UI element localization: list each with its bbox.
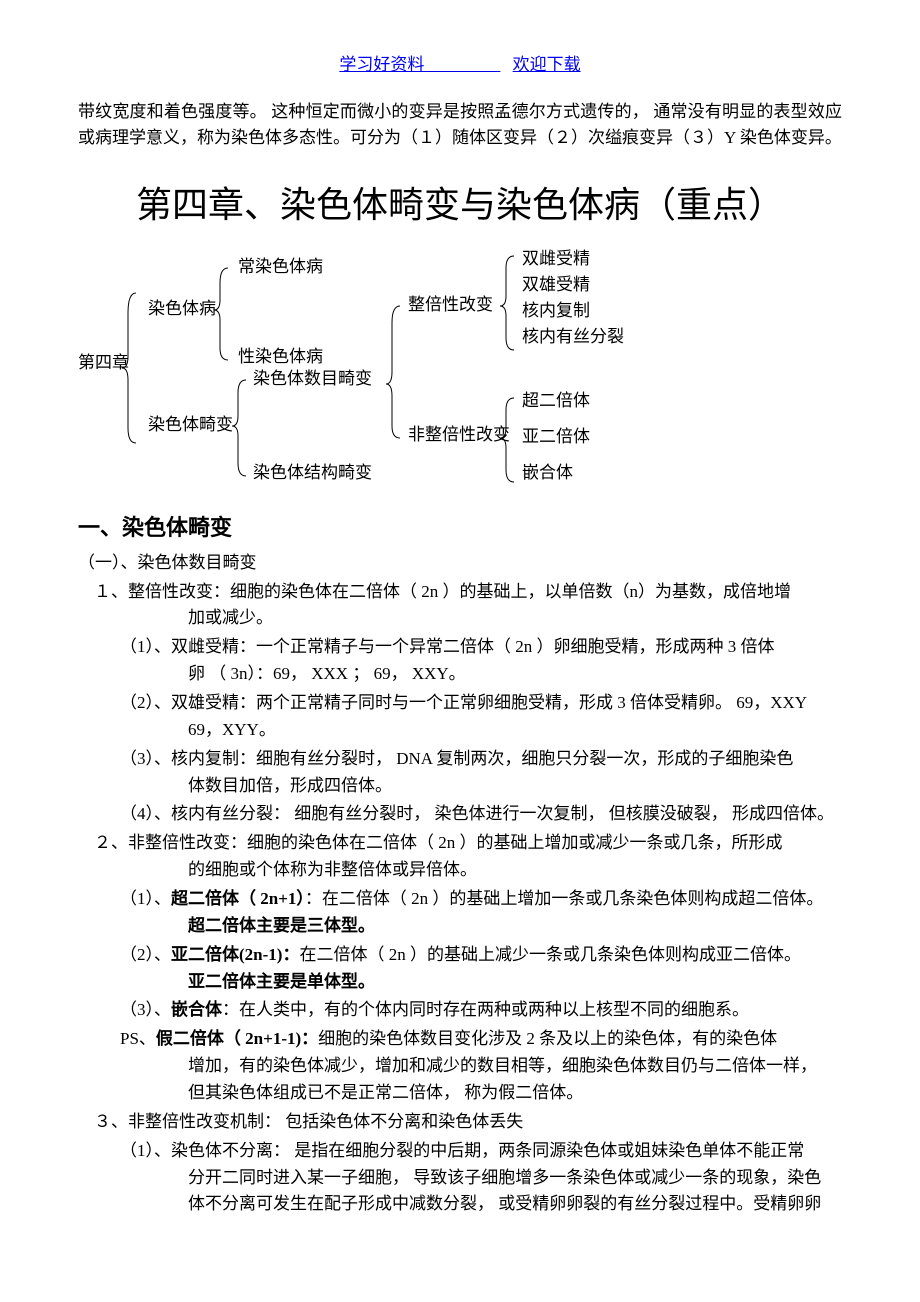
tree-b2: 染色体畸变: [148, 415, 233, 434]
p2-ps-pre: PS、: [120, 1029, 156, 1048]
p1-4: （4）、核内有丝分裂： 细胞有丝分裂时， 染色体进行一次复制， 但核膜没破裂， …: [120, 801, 842, 828]
tree-b1a: 常染色体病: [238, 257, 323, 276]
p2-3: （3）、嵌合体：在人类中，有的个体内同时存在两种或两种以上核型不同的细胞系。: [120, 997, 842, 1024]
tree-root: 第四章: [78, 353, 129, 372]
p2-ps: PS、假二倍体（ 2n+1-1)：细胞的染色体数目变化涉及 2 条及以上的染色体…: [120, 1026, 842, 1053]
tree-b1: 染色体病: [148, 299, 216, 318]
p1-1: （1）、双雌受精：一个正常精子与一个异常二倍体（ 2n ）卵细胞受精，形成两种 …: [120, 634, 842, 661]
p1-3-cont: 体数目加倍，形成四倍体。: [188, 773, 842, 800]
p3-1-c2: 体不分离可发生在配子形成中减数分裂， 或受精卵卵裂的有丝分裂过程中。受精卵卵: [188, 1191, 842, 1218]
p1: １、整倍性改变：细胞的染色体在二倍体（ 2n ）的基础上，以单倍数（n）为基数，…: [94, 579, 842, 606]
header-spacer: ________: [424, 55, 500, 74]
tree-e2: 亚二倍体: [522, 427, 590, 446]
hierarchy-tree: 第四章 染色体病 常染色体病 性染色体病 染色体畸变 染色体数目畸变 染色体结构…: [78, 238, 842, 498]
header-link-study[interactable]: 学习好资料: [339, 55, 424, 74]
p3: ３、非整倍性改变机制： 包括染色体不分离和染色体丢失: [94, 1109, 842, 1136]
tree-c1: 整倍性改变: [408, 295, 493, 314]
chapter-title: 第四章、染色体畸变与染色体病（重点）: [78, 176, 842, 228]
tree-b2b: 染色体结构畸变: [253, 463, 372, 482]
p2-3-pre: （3）、: [120, 1000, 171, 1019]
p3-1: （1）、染色体不分离： 是指在细胞分裂的中后期，两条同源染色体或姐妹染色单体不能…: [120, 1138, 842, 1165]
p2-1-pre: （1）、: [120, 889, 171, 908]
tree-b2a: 染色体数目畸变: [253, 369, 372, 388]
p2-ps-post: 细胞的染色体数目变化涉及 2 条及以上的染色体，有的染色体: [318, 1029, 777, 1048]
tree-b1b: 性染色体病: [238, 347, 323, 366]
tree-e3: 嵌合体: [522, 463, 573, 482]
page-header: 学习好资料________ 欢迎下载: [78, 50, 842, 75]
tree-d4: 核内有丝分裂: [522, 327, 624, 346]
tree-e1: 超二倍体: [522, 391, 590, 410]
tree-svg: 第四章 染色体病 常染色体病 性染色体病 染色体畸变 染色体数目畸变 染色体结构…: [78, 238, 842, 498]
p2-cont: 的细胞或个体称为非整倍体或异倍体。: [188, 857, 842, 884]
p2-1-bold: 超二倍体（ 2n+1）: [171, 889, 305, 908]
tree-d1: 双雌受精: [522, 249, 590, 268]
p2-1: （1）、超二倍体（ 2n+1）：在二倍体（ 2n ）的基础上增加一条或几条染色体…: [120, 886, 842, 913]
p2-2-bold2: 亚二倍体主要是单体型。: [188, 969, 842, 996]
p2: ２、非整倍性改变：细胞的染色体在二倍体（ 2n ）的基础上增加或减少一条或几条，…: [94, 830, 842, 857]
p2-ps-c2: 增加，有的染色体减少，增加和减少的数目相等，细胞染色体数目仍与二倍体一样，: [188, 1053, 842, 1080]
p3-1-c1: 分开二同时进入某一子细胞， 导致该子细胞增多一条染色体或减少一条的现象，染色: [188, 1165, 842, 1192]
tree-d3: 核内复制: [522, 301, 590, 320]
p2-1-bold2: 超二倍体主要是三体型。: [188, 913, 842, 940]
p1-2: （2）、双雄受精：两个正常精子同时与一个正常卵细胞受精，形成 3 倍体受精卵。 …: [120, 690, 842, 717]
intro-paragraph: 带纹宽度和着色强度等。 这种恒定而微小的变异是按照孟德尔方式遗传的， 通常没有明…: [78, 99, 842, 152]
header-link-download[interactable]: 欢迎下载: [513, 55, 581, 74]
p2-3-post: ：在人类中，有的个体内同时存在两种或两种以上核型不同的细胞系。: [222, 1000, 749, 1019]
p2-1-post: ：在二倍体（ 2n ）的基础上增加一条或几条染色体则构成超二倍体。: [305, 889, 824, 908]
p1-1-cont: 卵 （ 3n）：69， XXX ； 69， XXY。: [188, 661, 842, 688]
tree-c2: 非整倍性改变: [408, 425, 510, 444]
p2-2: （2）、亚二倍体(2n-1)：在二倍体（ 2n ）的基础上减少一条或几条染色体则…: [120, 942, 842, 969]
p1-3: （3）、核内复制：细胞有丝分裂时， DNA 复制两次，细胞只分裂一次，形成的子细…: [120, 746, 842, 773]
p1-2-cont: 69，XYY。: [188, 717, 842, 744]
p2-2-pre: （2）、: [120, 945, 171, 964]
tree-d2: 双雄受精: [522, 275, 590, 294]
section-1-title: 一、染色体畸变: [78, 510, 842, 542]
page-container: 学习好资料________ 欢迎下载 带纹宽度和着色强度等。 这种恒定而微小的变…: [0, 0, 920, 1268]
p2-ps-bold: 假二倍体（ 2n+1-1)：: [156, 1029, 318, 1048]
p2-2-post: 在二倍体（ 2n ）的基础上减少一条或几条染色体则构成亚二倍体。: [299, 945, 801, 964]
p2-2-bold: 亚二倍体(2n-1)：: [171, 945, 299, 964]
p2-ps-c3: 但其染色体组成已不是正常二倍体， 称为假二倍体。: [188, 1080, 842, 1107]
subsection-1-title: （一）、染色体数目畸变: [78, 550, 842, 577]
p2-3-bold: 嵌合体: [171, 1000, 222, 1019]
p1-cont: 加或减少。: [188, 605, 842, 632]
